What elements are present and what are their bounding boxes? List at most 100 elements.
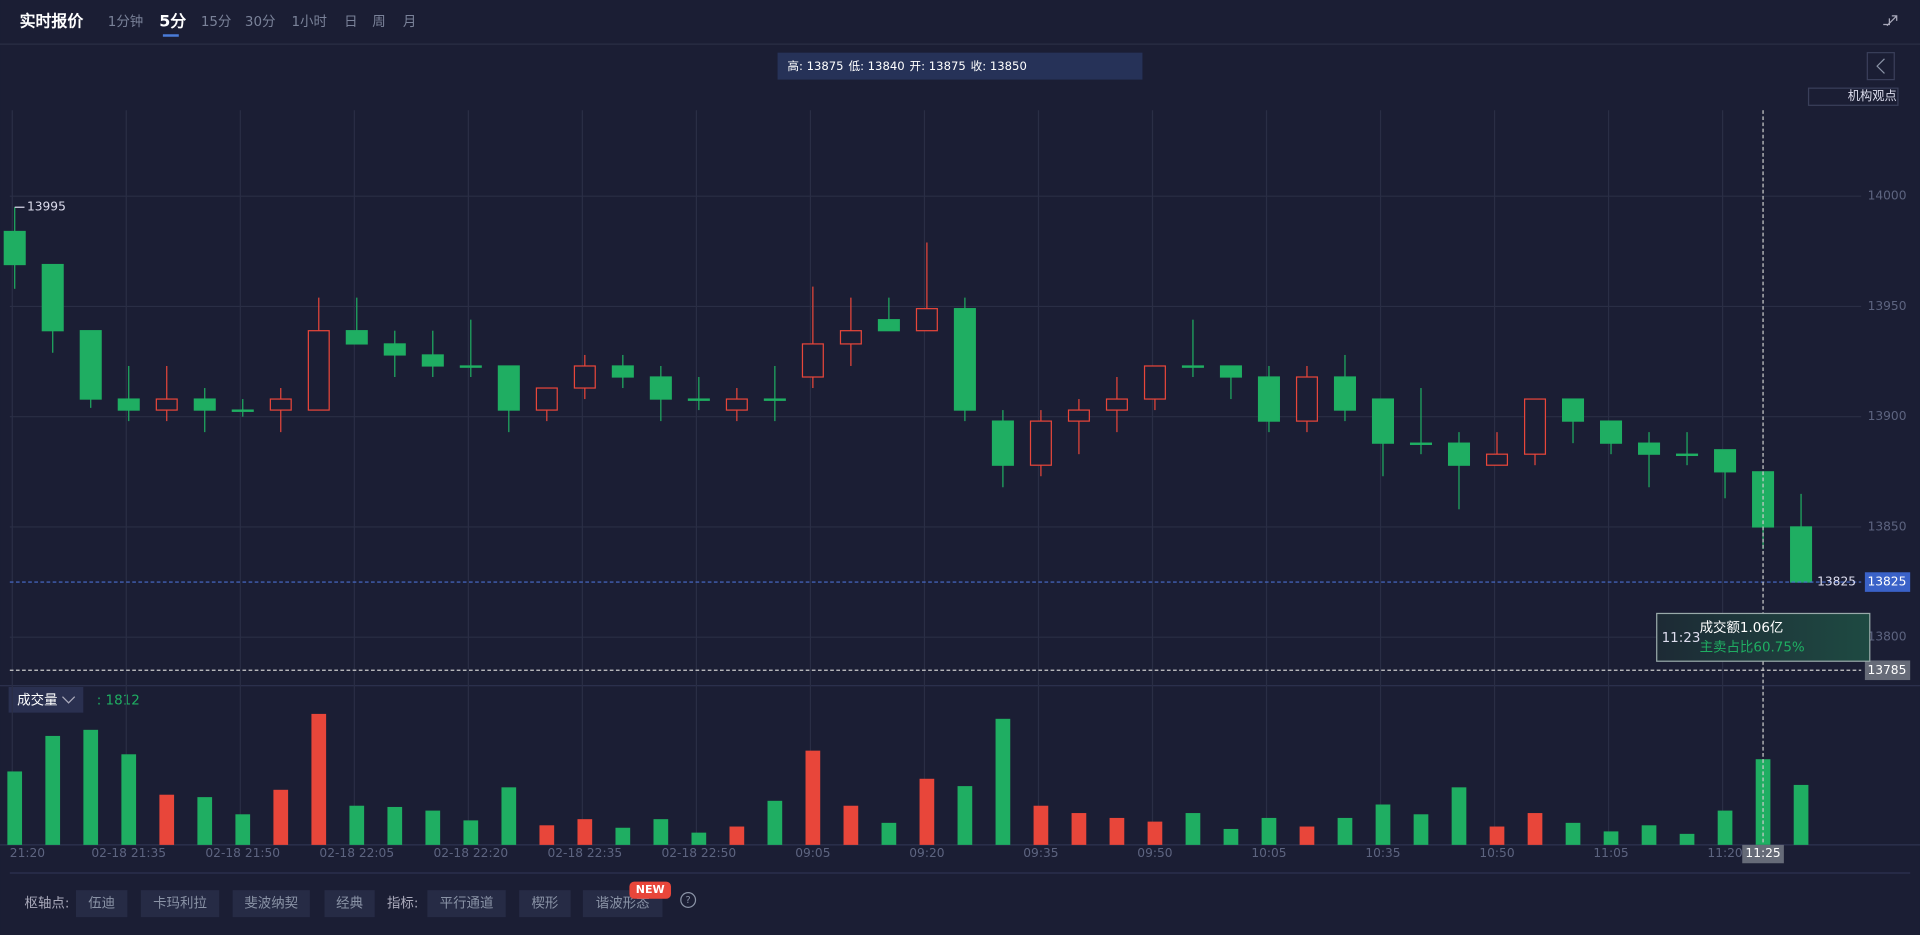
tool-button[interactable]: 卡玛利拉 bbox=[153, 896, 207, 912]
side-button-box[interactable] bbox=[1807, 87, 1899, 106]
candle-body bbox=[1029, 420, 1052, 466]
x-tick-label: 02-18 22:05 bbox=[319, 846, 394, 860]
x-tick-label: 09:50 bbox=[1137, 846, 1172, 860]
help[interactable]: ? bbox=[686, 895, 691, 906]
period-tab[interactable]: 日 bbox=[344, 15, 357, 30]
tooltip bbox=[1656, 612, 1871, 662]
back-icon bbox=[1876, 58, 1885, 74]
tool-button[interactable]: 经典 bbox=[336, 896, 363, 912]
volume-bar bbox=[1375, 804, 1391, 845]
tool-button-box[interactable] bbox=[427, 890, 506, 918]
volume-bar bbox=[1793, 784, 1809, 845]
candle-body bbox=[1790, 526, 1813, 583]
volume-bar bbox=[615, 827, 631, 845]
ohlc-label: 高: bbox=[787, 59, 803, 73]
tool-button[interactable]: 斐波纳契 bbox=[244, 896, 298, 912]
x-tick-label: 11:20 bbox=[1707, 846, 1742, 860]
volume-bar bbox=[121, 754, 137, 845]
candle-body bbox=[1257, 376, 1280, 422]
volume-bar bbox=[653, 819, 669, 845]
candle-body bbox=[231, 409, 254, 412]
candle-body bbox=[877, 319, 900, 332]
volume-bar bbox=[1641, 825, 1657, 845]
volume-bar bbox=[691, 832, 707, 845]
period-tab[interactable]: 1分钟 bbox=[108, 13, 143, 30]
x-tick-label: 02-18 22:50 bbox=[661, 846, 736, 860]
volume-bar bbox=[1603, 831, 1619, 845]
dropdown-icon bbox=[62, 696, 76, 704]
volume-bar bbox=[805, 750, 821, 845]
volume-bar bbox=[1109, 817, 1125, 845]
candle-body bbox=[193, 398, 216, 411]
x-tick-label: 09:35 bbox=[1023, 846, 1058, 860]
candle-body bbox=[725, 398, 748, 411]
volume-bar bbox=[311, 713, 327, 845]
period-tab[interactable]: 5分 bbox=[159, 12, 186, 31]
volume-bar bbox=[957, 786, 973, 845]
tool-button[interactable]: 谐波形态 bbox=[596, 896, 650, 912]
volume-bar bbox=[501, 787, 517, 845]
volume-bar bbox=[273, 789, 289, 845]
volume-bar bbox=[387, 806, 403, 845]
volume-bar bbox=[1071, 813, 1087, 845]
tool-button-box[interactable] bbox=[140, 890, 220, 918]
volume-bar bbox=[235, 814, 251, 845]
candle-body bbox=[421, 354, 444, 367]
tool-button[interactable]: 楔形 bbox=[531, 896, 558, 912]
volume-bar bbox=[1717, 810, 1733, 845]
candle-body bbox=[345, 330, 368, 345]
period-tab[interactable]: 月 bbox=[403, 15, 416, 30]
tool-button-box[interactable] bbox=[324, 890, 375, 918]
x-tick-label: 11:05 bbox=[1593, 846, 1628, 860]
candle-body bbox=[1485, 453, 1509, 466]
tool-button-box[interactable] bbox=[75, 890, 128, 918]
period-tab[interactable]: 1小时 bbox=[291, 14, 326, 30]
crosshair-time: 11:25 bbox=[1745, 846, 1780, 860]
pivot-label: 枢轴点: bbox=[25, 896, 70, 912]
period-tab[interactable]: 周 bbox=[372, 15, 385, 30]
candle-body bbox=[1600, 420, 1623, 444]
back-button[interactable] bbox=[1866, 52, 1895, 81]
candle-body bbox=[573, 365, 596, 389]
collapse-icon[interactable] bbox=[1883, 15, 1898, 27]
volume-bar bbox=[729, 826, 745, 845]
candle-body bbox=[1676, 453, 1699, 457]
last-price-label: 13825 bbox=[1817, 575, 1856, 589]
candle-body bbox=[1143, 365, 1166, 400]
candle-body bbox=[459, 365, 482, 368]
tool-button-box[interactable] bbox=[519, 890, 571, 918]
candle-body bbox=[1105, 398, 1128, 411]
period-tab[interactable]: 30分 bbox=[245, 14, 276, 30]
candle-body bbox=[307, 330, 330, 411]
side-button[interactable]: 机构观点 bbox=[1848, 88, 1897, 103]
x-tick-label: 02-18 22:20 bbox=[433, 846, 508, 860]
tool-button-box[interactable] bbox=[232, 890, 310, 918]
candle-body bbox=[1333, 376, 1356, 411]
volume-bar bbox=[159, 794, 175, 845]
volume-bar bbox=[1679, 833, 1695, 845]
tool-button[interactable]: 伍迪 bbox=[88, 896, 115, 912]
candle-body bbox=[1523, 398, 1547, 455]
x-tick-label: 10:35 bbox=[1365, 846, 1400, 860]
x-tick-label: 02-18 21:50 bbox=[205, 846, 280, 860]
candle-body bbox=[1561, 398, 1585, 422]
volume-bar bbox=[1527, 813, 1543, 845]
candle-body bbox=[763, 398, 786, 401]
ohlc-value: 13875 bbox=[929, 59, 966, 73]
ohlc-value: 13875 bbox=[807, 59, 844, 73]
x-tick-label: 02-18 21:35 bbox=[91, 846, 166, 860]
ohlc-bar bbox=[777, 52, 1143, 80]
help-icon[interactable] bbox=[680, 892, 697, 908]
volume-bar bbox=[425, 810, 441, 845]
x-tick-label: 09:20 bbox=[909, 846, 944, 860]
ohlc-label: 低: bbox=[848, 59, 864, 73]
volume-bar bbox=[1033, 805, 1049, 845]
candle-body bbox=[41, 263, 64, 332]
period-tab[interactable]: 15分 bbox=[201, 14, 232, 30]
volume-label[interactable]: 成交量 bbox=[17, 691, 57, 708]
y-tick-label: 13850 bbox=[1868, 519, 1907, 533]
title: 实时报价 bbox=[20, 12, 84, 31]
tool-button[interactable]: 平行通道 bbox=[440, 896, 494, 912]
